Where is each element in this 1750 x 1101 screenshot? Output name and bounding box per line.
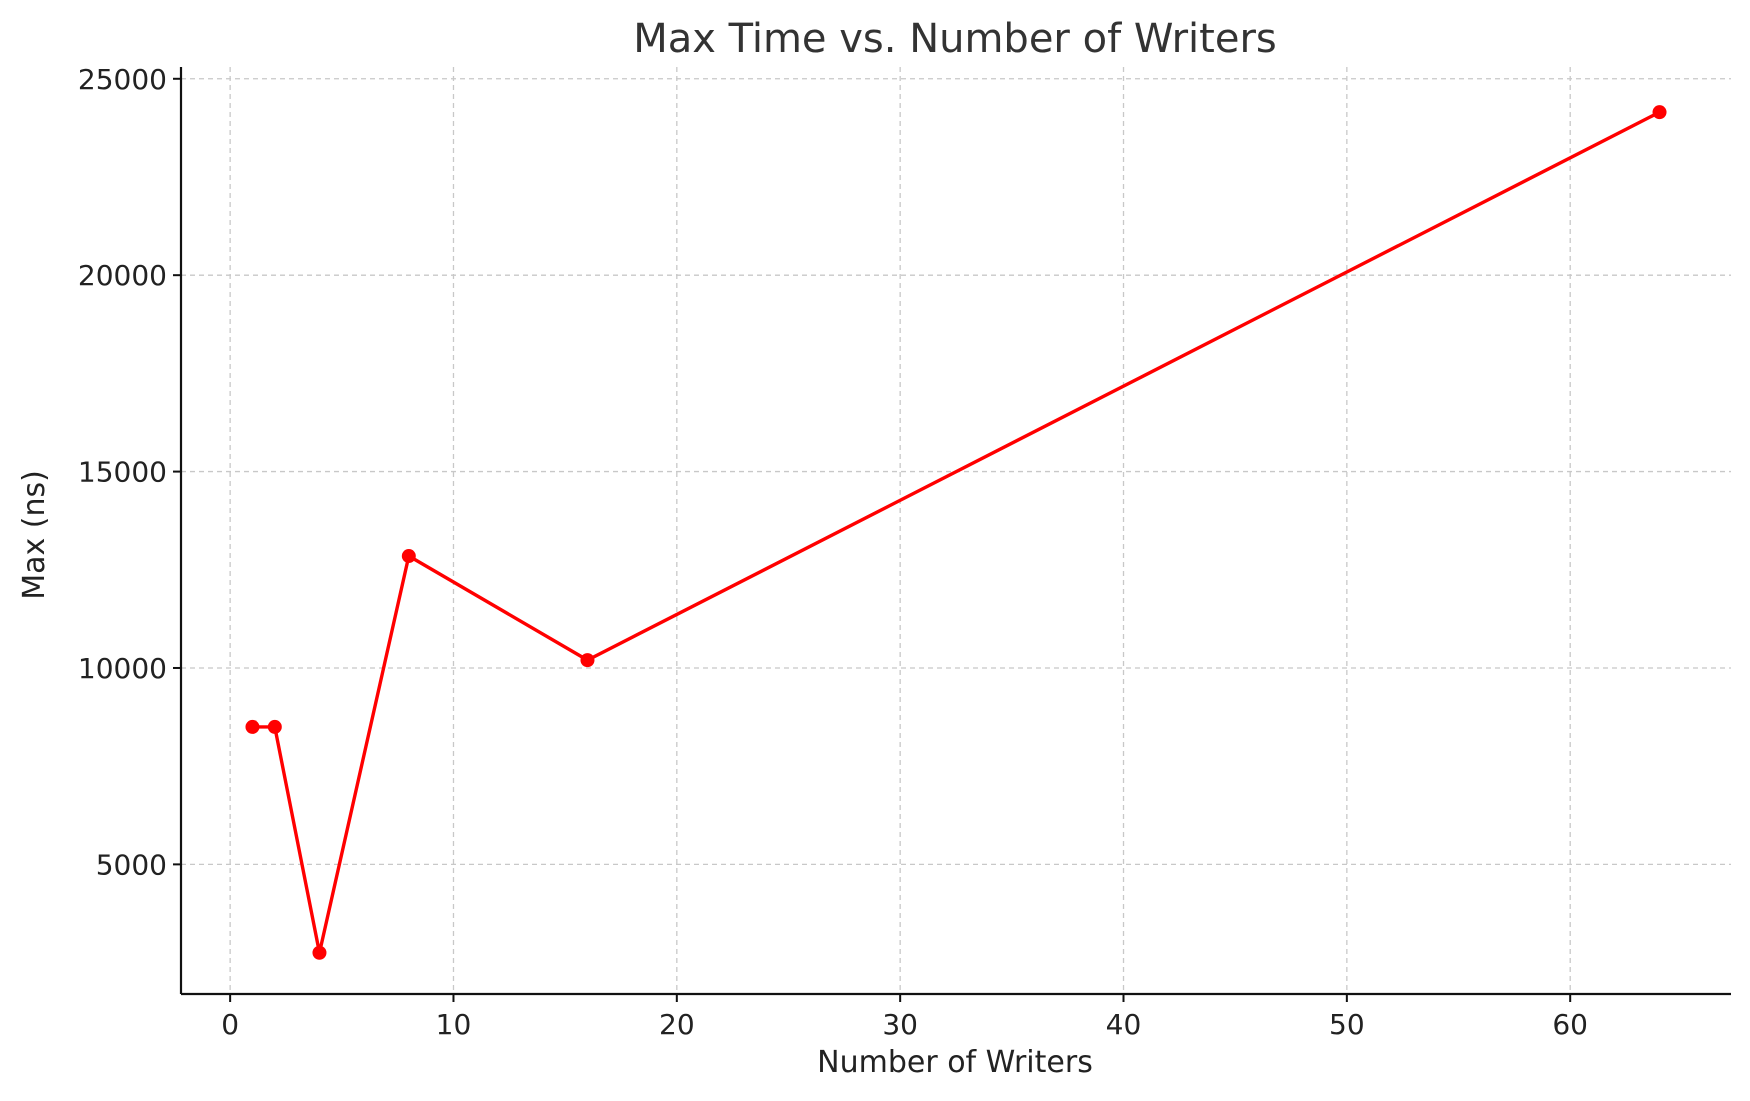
y-tick-label: 25000 — [78, 63, 167, 96]
x-axis-label: Number of Writers — [817, 1045, 1093, 1080]
chart-title: Max Time vs. Number of Writers — [633, 16, 1277, 62]
data-point — [245, 719, 260, 734]
y-axis-label: Max (ns) — [17, 470, 52, 600]
x-tick-label: 50 — [1329, 1008, 1365, 1041]
y-tick-label: 5000 — [96, 848, 167, 881]
y-tick-label: 15000 — [78, 456, 167, 489]
series-layer — [245, 105, 1667, 960]
data-point — [580, 653, 595, 668]
x-tick-label: 0 — [221, 1008, 239, 1041]
x-tick-label: 20 — [659, 1008, 695, 1041]
axis-layer: 0 10 20 30 40 50 60 5000 10000 15000 20000 25000 — [78, 63, 1731, 1041]
x-tick-label: 30 — [882, 1008, 918, 1041]
x-tick-label: 10 — [436, 1008, 472, 1041]
y-tick-label: 10000 — [78, 652, 167, 685]
x-tick-label: 60 — [1552, 1008, 1588, 1041]
x-tick-label: 40 — [1106, 1008, 1142, 1041]
data-point — [312, 945, 327, 960]
y-tick-label: 20000 — [78, 259, 167, 292]
series-line — [252, 110, 1661, 955]
data-point — [267, 719, 282, 734]
data-point — [401, 549, 416, 564]
grid-layer — [181, 67, 1731, 994]
data-point — [1652, 105, 1667, 120]
